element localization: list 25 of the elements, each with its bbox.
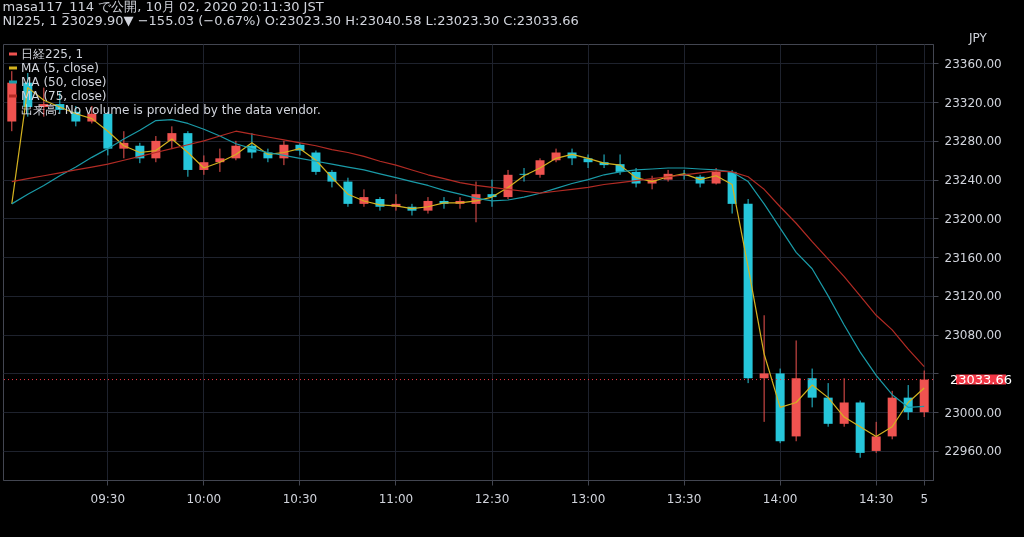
x-tick-label: 14:30: [858, 491, 894, 506]
x-tick-label: 11:00: [378, 491, 414, 506]
text: JPY: [968, 31, 988, 45]
y-tick-label: 23280.00: [944, 134, 1002, 149]
y-tick-label: 23000.00: [944, 405, 1002, 420]
legend-label: 日経225, 1: [21, 47, 84, 61]
y-tick-label: 23320.00: [944, 95, 1002, 110]
y-tick-label: 23200.00: [944, 211, 1002, 226]
x-tick-label: 10:30: [282, 491, 318, 506]
y-tick-label: 23360.00: [944, 56, 1002, 71]
x-tick-label: 10:00: [186, 491, 222, 506]
y-tick-label: 23160.00: [944, 250, 1002, 265]
x-tick-label: 14:00: [762, 491, 798, 506]
y-tick-label: 22960.00: [944, 444, 1002, 459]
x-tick-label: 13:00: [570, 491, 606, 506]
x-tick-label: 09:30: [90, 491, 126, 506]
legend-label: MA (5, close): [21, 61, 99, 75]
y-tick-label: 23120.00: [944, 289, 1002, 304]
x-tick-label: 12:30: [474, 491, 510, 506]
x-tick-label: 13:30: [666, 491, 702, 506]
y-tick-label: 23080.00: [944, 328, 1002, 343]
chart-subtitle: NI225, 1 23029.90▼ −155.03 (−0.67%) O:23023.30 H:23040.58 L:23023.30 C:23033.66: [2, 13, 579, 28]
chart-title: masa117_114 で公開, 10月 02, 2020 20:11:30 JST: [2, 0, 324, 14]
x-tick-label: 5: [920, 491, 929, 506]
y-tick-label: 23240.00: [944, 173, 1002, 188]
